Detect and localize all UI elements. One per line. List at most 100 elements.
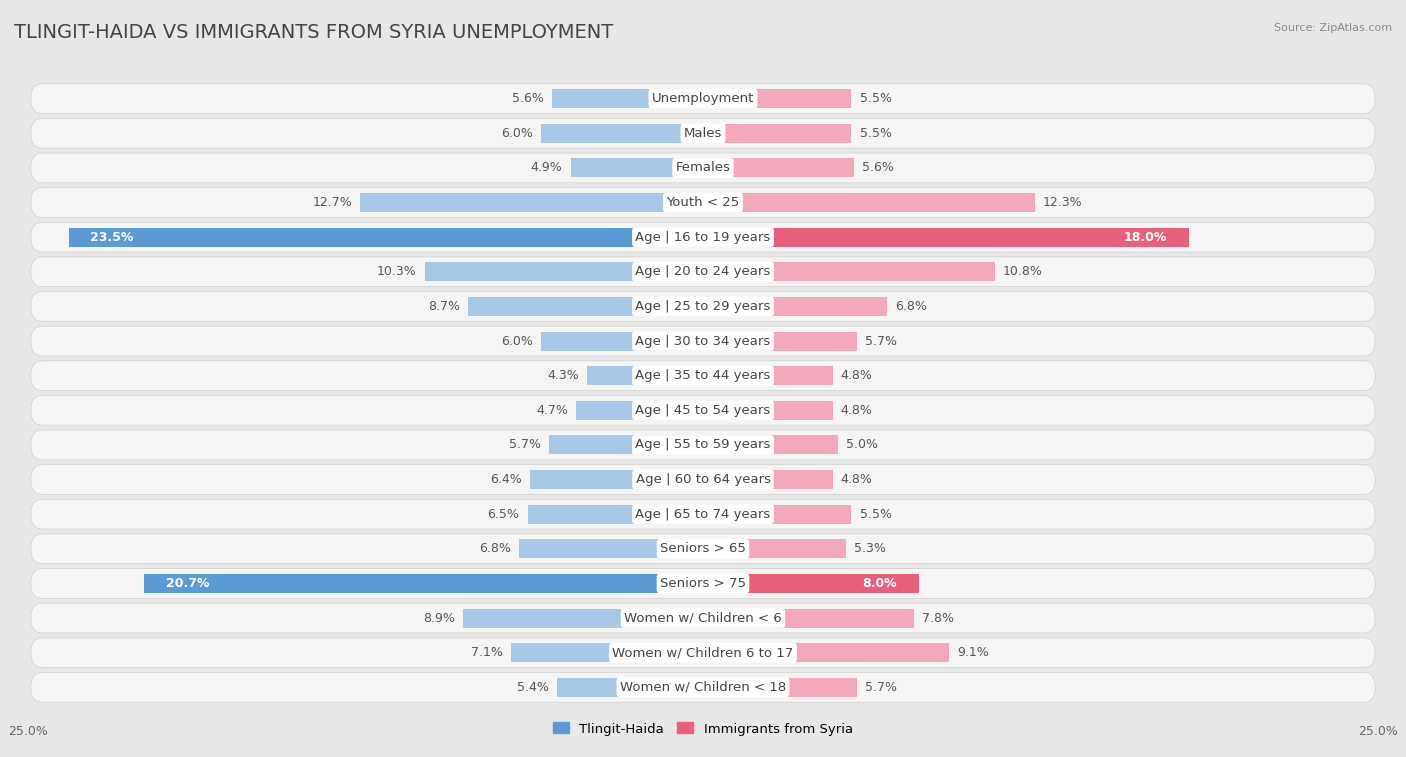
- Bar: [512, 643, 703, 662]
- Text: 20.7%: 20.7%: [166, 577, 209, 590]
- Legend: Tlingit-Haida, Immigrants from Syria: Tlingit-Haida, Immigrants from Syria: [548, 717, 858, 741]
- Text: 4.8%: 4.8%: [841, 403, 873, 417]
- Bar: [703, 158, 855, 177]
- Text: 5.4%: 5.4%: [517, 681, 550, 694]
- Bar: [586, 366, 703, 385]
- Text: 5.6%: 5.6%: [862, 161, 894, 174]
- Bar: [703, 505, 852, 524]
- Bar: [360, 193, 703, 212]
- Bar: [703, 123, 852, 143]
- Text: 7.1%: 7.1%: [471, 646, 503, 659]
- Text: Age | 16 to 19 years: Age | 16 to 19 years: [636, 231, 770, 244]
- FancyBboxPatch shape: [31, 569, 1375, 598]
- Bar: [703, 332, 856, 350]
- Bar: [571, 158, 703, 177]
- FancyBboxPatch shape: [31, 534, 1375, 564]
- Text: 4.8%: 4.8%: [841, 369, 873, 382]
- FancyBboxPatch shape: [31, 603, 1375, 633]
- Text: 5.7%: 5.7%: [509, 438, 541, 451]
- Bar: [703, 574, 920, 593]
- Bar: [703, 609, 914, 628]
- Text: Age | 55 to 59 years: Age | 55 to 59 years: [636, 438, 770, 451]
- FancyBboxPatch shape: [31, 118, 1375, 148]
- Text: 12.7%: 12.7%: [312, 196, 352, 209]
- Text: Youth < 25: Youth < 25: [666, 196, 740, 209]
- Text: 4.9%: 4.9%: [531, 161, 562, 174]
- FancyBboxPatch shape: [31, 291, 1375, 321]
- Bar: [541, 123, 703, 143]
- Bar: [557, 678, 703, 697]
- Text: 23.5%: 23.5%: [90, 231, 134, 244]
- Text: 7.8%: 7.8%: [922, 612, 953, 625]
- Text: Males: Males: [683, 126, 723, 140]
- Bar: [703, 89, 852, 108]
- Text: 6.5%: 6.5%: [488, 508, 519, 521]
- Bar: [468, 297, 703, 316]
- Text: 12.3%: 12.3%: [1043, 196, 1083, 209]
- Bar: [519, 539, 703, 559]
- Bar: [703, 435, 838, 454]
- Text: Source: ZipAtlas.com: Source: ZipAtlas.com: [1274, 23, 1392, 33]
- Text: 4.8%: 4.8%: [841, 473, 873, 486]
- Text: Age | 60 to 64 years: Age | 60 to 64 years: [636, 473, 770, 486]
- Text: Seniors > 75: Seniors > 75: [659, 577, 747, 590]
- FancyBboxPatch shape: [31, 361, 1375, 391]
- Text: Age | 65 to 74 years: Age | 65 to 74 years: [636, 508, 770, 521]
- Text: 5.7%: 5.7%: [865, 335, 897, 347]
- Text: Unemployment: Unemployment: [652, 92, 754, 105]
- Text: Age | 30 to 34 years: Age | 30 to 34 years: [636, 335, 770, 347]
- FancyBboxPatch shape: [31, 395, 1375, 425]
- Text: Women w/ Children 6 to 17: Women w/ Children 6 to 17: [613, 646, 793, 659]
- Bar: [576, 400, 703, 420]
- Bar: [425, 262, 703, 282]
- Text: 6.8%: 6.8%: [479, 542, 512, 556]
- Text: 6.0%: 6.0%: [501, 335, 533, 347]
- Text: 8.7%: 8.7%: [427, 300, 460, 313]
- Bar: [703, 193, 1035, 212]
- Bar: [551, 89, 703, 108]
- Bar: [703, 539, 846, 559]
- FancyBboxPatch shape: [31, 326, 1375, 356]
- Text: 5.5%: 5.5%: [859, 126, 891, 140]
- Text: 10.8%: 10.8%: [1002, 265, 1042, 279]
- FancyBboxPatch shape: [31, 500, 1375, 529]
- Bar: [541, 332, 703, 350]
- Bar: [463, 609, 703, 628]
- Bar: [530, 470, 703, 489]
- Text: Women w/ Children < 18: Women w/ Children < 18: [620, 681, 786, 694]
- FancyBboxPatch shape: [31, 153, 1375, 182]
- Text: 5.0%: 5.0%: [846, 438, 879, 451]
- Text: 6.0%: 6.0%: [501, 126, 533, 140]
- Bar: [69, 228, 703, 247]
- Bar: [145, 574, 703, 593]
- FancyBboxPatch shape: [31, 223, 1375, 252]
- Bar: [703, 297, 887, 316]
- Bar: [703, 366, 832, 385]
- Bar: [703, 470, 832, 489]
- Text: 5.3%: 5.3%: [855, 542, 886, 556]
- Text: Age | 45 to 54 years: Age | 45 to 54 years: [636, 403, 770, 417]
- Text: 5.7%: 5.7%: [865, 681, 897, 694]
- Text: 18.0%: 18.0%: [1123, 231, 1167, 244]
- Text: Age | 25 to 29 years: Age | 25 to 29 years: [636, 300, 770, 313]
- Bar: [703, 643, 949, 662]
- FancyBboxPatch shape: [31, 638, 1375, 668]
- Bar: [550, 435, 703, 454]
- Text: 9.1%: 9.1%: [956, 646, 988, 659]
- Text: 8.9%: 8.9%: [423, 612, 454, 625]
- FancyBboxPatch shape: [31, 188, 1375, 217]
- Text: TLINGIT-HAIDA VS IMMIGRANTS FROM SYRIA UNEMPLOYMENT: TLINGIT-HAIDA VS IMMIGRANTS FROM SYRIA U…: [14, 23, 613, 42]
- Text: Age | 20 to 24 years: Age | 20 to 24 years: [636, 265, 770, 279]
- FancyBboxPatch shape: [31, 84, 1375, 114]
- Text: 4.7%: 4.7%: [536, 403, 568, 417]
- Text: Women w/ Children < 6: Women w/ Children < 6: [624, 612, 782, 625]
- Bar: [527, 505, 703, 524]
- Text: 4.3%: 4.3%: [547, 369, 579, 382]
- Text: 6.4%: 6.4%: [491, 473, 522, 486]
- Text: 5.5%: 5.5%: [859, 92, 891, 105]
- Bar: [703, 262, 994, 282]
- Text: 5.5%: 5.5%: [859, 508, 891, 521]
- Text: Seniors > 65: Seniors > 65: [659, 542, 747, 556]
- FancyBboxPatch shape: [31, 672, 1375, 702]
- Text: 8.0%: 8.0%: [863, 577, 897, 590]
